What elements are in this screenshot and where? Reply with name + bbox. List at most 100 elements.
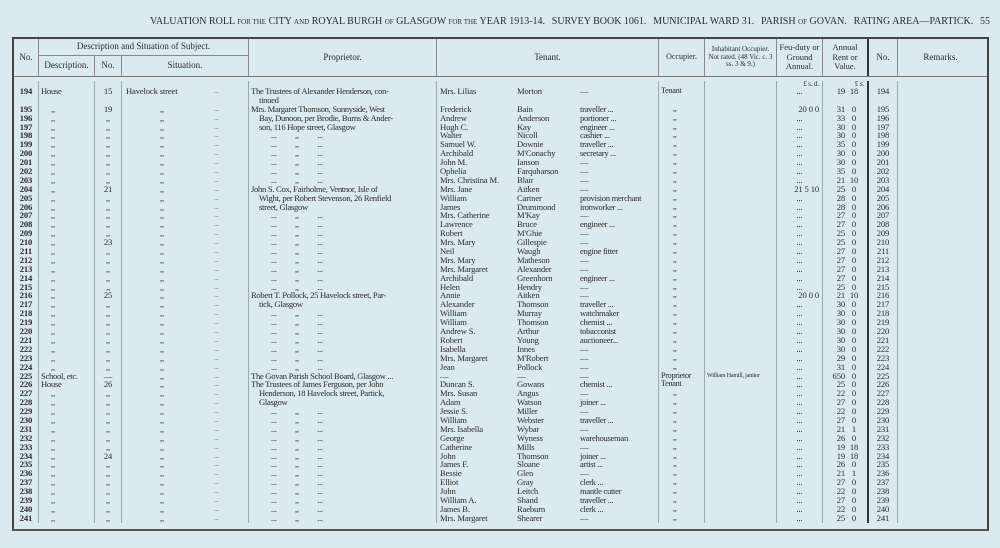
row-number-2-cell: 197	[869, 122, 898, 132]
row-number-text: 214	[19, 272, 33, 283]
proprietor-cell: Bay, Dunoon, per Brodie, Burns & Ander-	[249, 113, 437, 123]
remarks-cell	[898, 380, 983, 389]
row-number-text: 196	[19, 112, 33, 123]
tenant-surname: Watson	[517, 397, 542, 408]
remarks-cell	[898, 211, 983, 220]
remarks-cell	[898, 336, 983, 345]
street-number-cell: 19	[95, 104, 122, 114]
rent-shillings: 0	[851, 414, 857, 425]
row-number-text: 206	[19, 201, 33, 212]
inhabitant-occupier-cell	[705, 167, 777, 176]
table-header: No. Description and Situation of Subject…	[14, 39, 987, 77]
proprietor-cell: ... ,, ...	[249, 220, 437, 230]
situation-cell: ,,...	[122, 327, 249, 336]
row-number-2-text: 206	[876, 201, 890, 212]
proprietor-cell: ... ,, ...	[249, 282, 437, 292]
situation-cell: ,,...	[122, 220, 249, 230]
description-text: ,,	[51, 317, 55, 328]
row-number-cell: 241	[14, 513, 39, 523]
feu-duty-cell: ...	[777, 175, 823, 185]
situation-cell: ,,...	[122, 496, 249, 505]
tenant-first-name: Andrew S.	[440, 326, 476, 337]
row-number-text: 231	[19, 423, 33, 434]
occupier-cell: ,,	[659, 246, 705, 256]
situation-text: ,,	[160, 192, 164, 203]
remarks-cell	[898, 443, 983, 452]
leader-dots: ...	[214, 469, 219, 478]
row-number-2-text: 232	[876, 432, 890, 443]
tenant-surname: Downie	[517, 139, 544, 150]
header-proprietor: Proprietor.	[249, 39, 437, 76]
feu-duty-text: ...	[796, 201, 803, 212]
proprietor-cell: ... ,, ...	[249, 211, 437, 221]
situation-text: ,,	[160, 130, 164, 141]
row-number-2-text: 227	[876, 388, 890, 399]
street-number-cell: ,,	[95, 282, 122, 292]
rent-shillings: 1	[851, 468, 857, 479]
situation-text: ,,	[160, 459, 164, 470]
row-number-text: 215	[19, 281, 33, 292]
rent-shillings: 10	[849, 290, 859, 301]
street-number-text: —	[103, 370, 113, 381]
proprietor-cell: ... ,, ...	[249, 255, 437, 265]
remarks-cell	[898, 354, 983, 363]
situation-text: ,,	[160, 237, 164, 248]
description-text: ,,	[51, 397, 55, 408]
feu-duty-text: ...	[796, 326, 803, 337]
tenant-first-name: Mrs. Lilias	[440, 86, 477, 96]
row-number-2-text: 204	[876, 183, 890, 194]
leader-dots: ...	[214, 167, 219, 176]
occupier-text: ,,	[673, 503, 677, 513]
row-number-text: 197	[19, 121, 33, 132]
tenant-surname: Webster	[517, 414, 544, 425]
proprietor-cell: ... ,, ...	[249, 167, 437, 176]
feu-duty-cell: ...	[777, 238, 823, 248]
situation-text: ,,	[160, 174, 164, 185]
occupier-text: ,,	[673, 308, 677, 318]
description-text: ,,	[51, 450, 55, 461]
rent-shillings: 0	[851, 237, 857, 248]
description-text: ,,	[51, 192, 55, 203]
street-number-text: ,,	[106, 228, 110, 239]
row-number-cell: 223	[14, 353, 39, 363]
inhabitant-occupier-cell	[705, 442, 777, 452]
tenant-cell: John M. Ianson —	[437, 158, 659, 168]
street-number-text: ,,	[106, 139, 110, 150]
occupier-cell: ,,	[659, 273, 705, 283]
inhabitant-occupier-cell	[705, 318, 777, 328]
street-number-text: ,,	[106, 503, 110, 514]
row-number-2-cell: 196	[869, 113, 898, 123]
occupier-cell: ,,	[659, 282, 705, 292]
proprietor-text: ... ,, ...	[271, 263, 323, 274]
row-number-2-cell: 214	[869, 273, 898, 283]
leader-dots: ...	[214, 291, 219, 300]
proprietor-text: ... ,, ...	[271, 237, 323, 248]
occupier-cell: ,,	[659, 415, 705, 425]
row-number-2-text: 228	[876, 397, 890, 408]
situation-cell: ,,...	[122, 344, 249, 354]
feu-duty-text: ...	[796, 219, 803, 230]
tenant-cell: Jessie S. Miller —	[437, 407, 659, 416]
description-text: ,,	[51, 494, 55, 505]
remarks-cell	[898, 229, 983, 238]
survey-book: SURVEY BOOK 1061.	[551, 16, 647, 27]
tenant-cell: Robert M'Ghie —	[437, 229, 659, 239]
row-number-2-text: 210	[876, 237, 890, 248]
occupier-cell: ,,	[659, 317, 705, 328]
proprietor-text: ... ,, ...	[271, 432, 323, 443]
remarks-cell	[898, 105, 983, 114]
proprietor-cell: tinued	[249, 95, 437, 105]
situation-text: ,,	[160, 414, 164, 425]
leader-dots: ...	[214, 122, 219, 131]
remarks-cell	[898, 372, 983, 381]
row-number-2-cell: 194	[869, 87, 898, 96]
feu-duty-cell	[777, 95, 823, 105]
row-number-text: 216	[19, 290, 33, 301]
street-number-cell: ,,	[95, 478, 122, 488]
street-number-text: ,,	[106, 361, 110, 372]
tenant-cell: Mrs. Isabella Wybar —	[437, 424, 659, 434]
rent-shillings: 18	[849, 450, 859, 461]
street-number-text: ,,	[106, 406, 110, 417]
description-cell: ,,	[39, 282, 95, 292]
row-number-text: 222	[19, 343, 33, 354]
